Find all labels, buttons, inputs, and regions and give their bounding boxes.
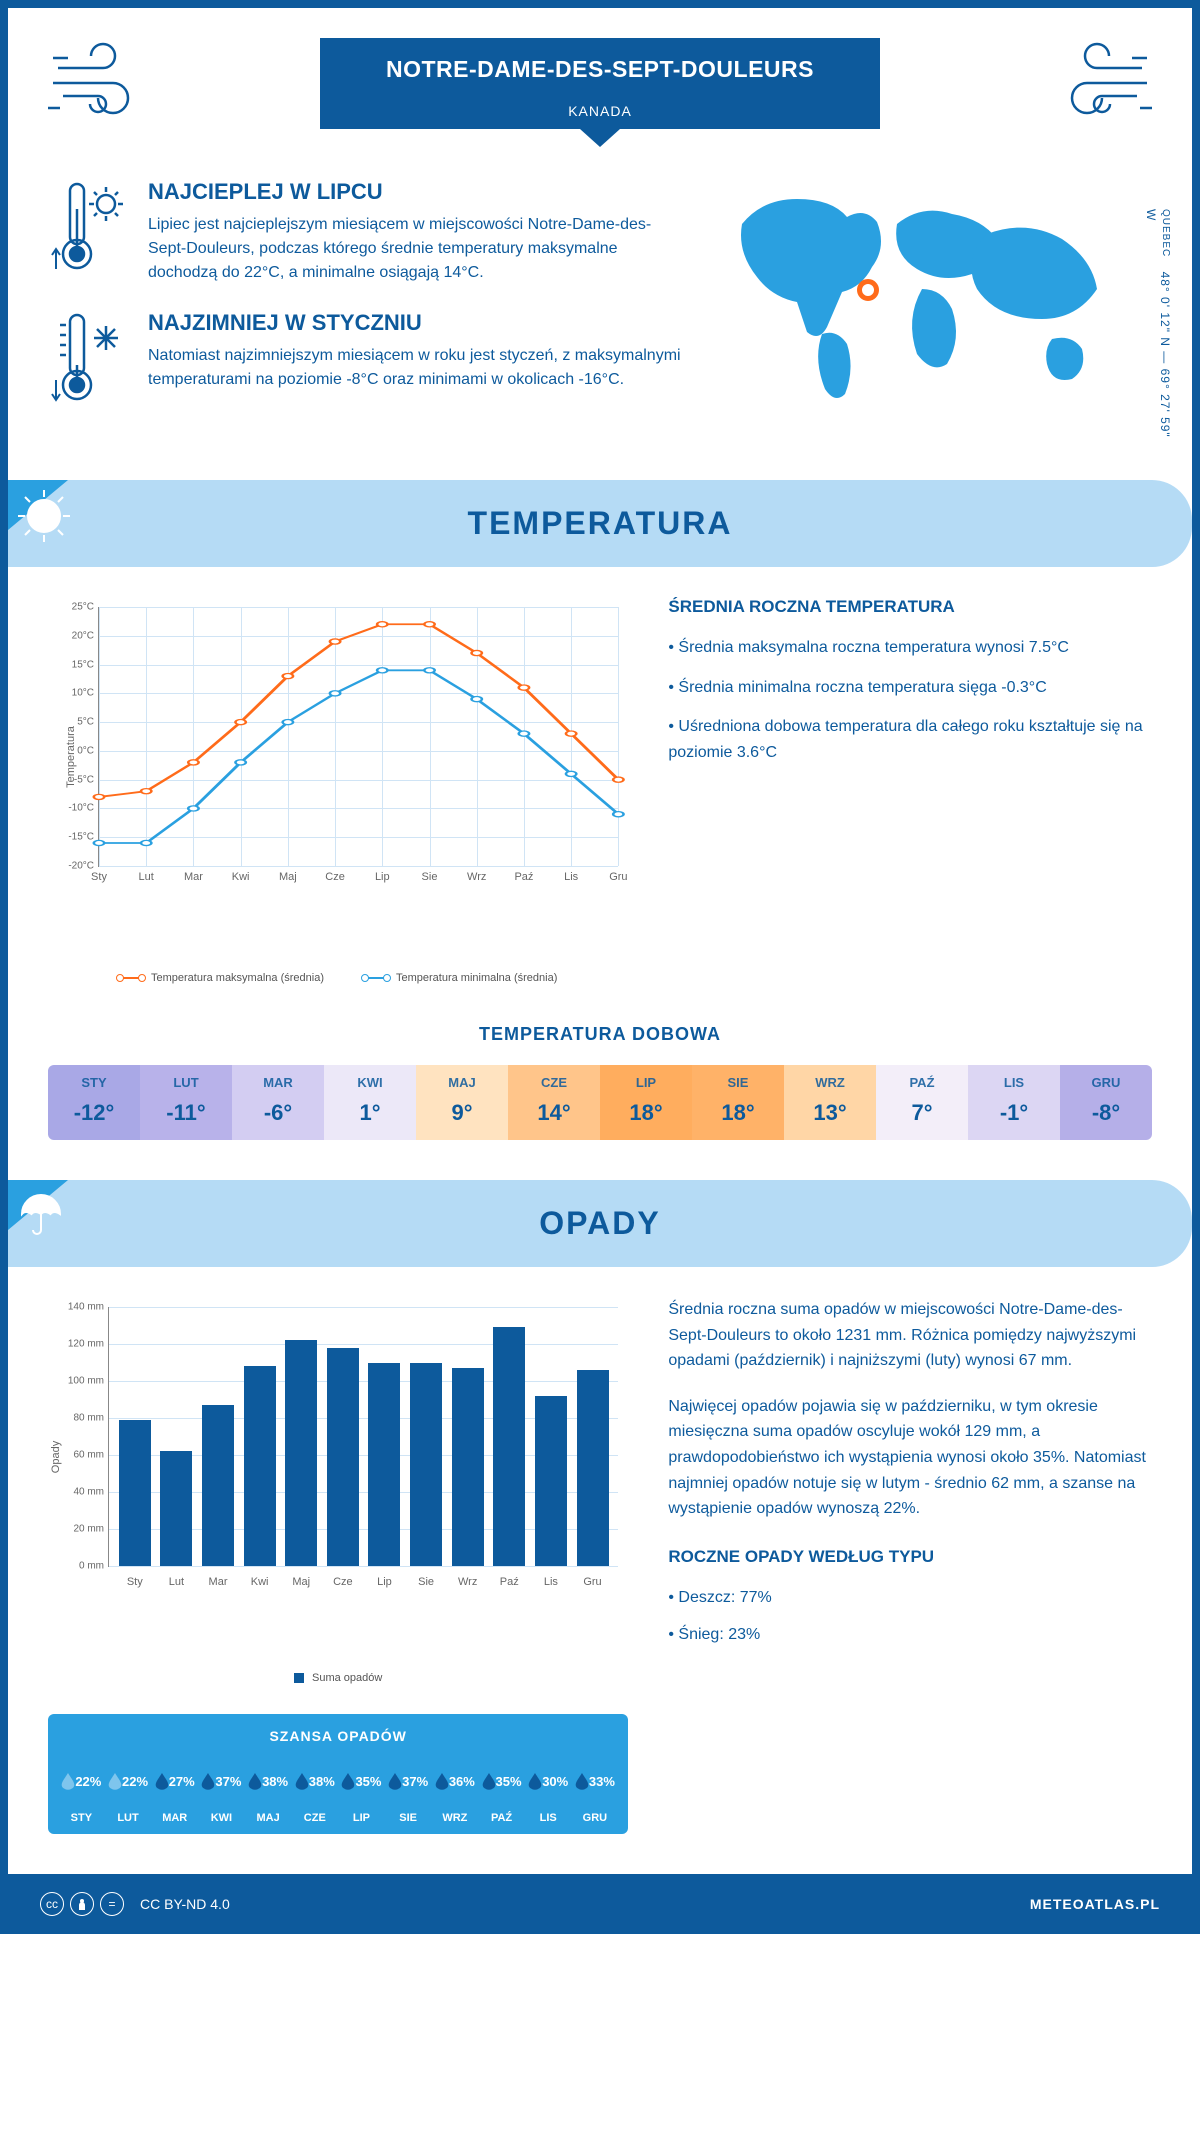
daily-temp-strip: STY-12°LUT-11°MAR-6°KWI1°MAJ9°CZE14°LIP1… xyxy=(48,1065,1152,1140)
precip-bar: Sty xyxy=(119,1420,151,1566)
precip-bar-chart: Opady 0 mm20 mm40 mm60 mm80 mm100 mm120 … xyxy=(48,1297,628,1617)
country-name: KANADA xyxy=(380,103,820,119)
sun-icon xyxy=(16,488,72,549)
precip-chance-drop: 22%LUT xyxy=(108,1756,148,1824)
precip-chance-drop: 36%WRZ xyxy=(435,1756,475,1824)
precip-bar: Lut xyxy=(160,1451,192,1566)
temperature-line-chart: Temperatura -20°C-15°C-10°C-5°C0°C5°C10°… xyxy=(48,597,628,917)
precip-chance-drop: 30%LIS xyxy=(528,1756,568,1824)
umbrella-icon xyxy=(16,1188,66,1243)
precip-chance-drop: 35%LIP xyxy=(341,1756,381,1824)
coldest-title: NAJZIMNIEJ W STYCZNIU xyxy=(148,310,682,336)
month-cell: STY-12° xyxy=(48,1065,140,1140)
warmest-text: Lipiec jest najcieplejszym miesiącem w m… xyxy=(148,213,682,285)
map-marker-icon xyxy=(857,279,879,301)
cc-license: cc = CC BY-ND 4.0 xyxy=(40,1892,230,1916)
meteoatlas-logo: METEOATLAS.PL xyxy=(1030,1896,1160,1912)
month-cell: CZE14° xyxy=(508,1065,600,1140)
temp-side-text: ŚREDNIA ROCZNA TEMPERATURA • Średnia mak… xyxy=(668,597,1152,984)
precip-chance-drop: 33%GRU xyxy=(575,1756,615,1824)
precip-chance-panel: SZANSA OPADÓW 22%STY22%LUT27%MAR37%KWI38… xyxy=(48,1714,628,1834)
precip-chance-drop: 37%SIE xyxy=(388,1756,428,1824)
precip-chance-drop: 27%MAR xyxy=(155,1756,195,1824)
wind-icon-left xyxy=(48,38,168,123)
month-cell: SIE18° xyxy=(692,1065,784,1140)
month-cell: MAJ9° xyxy=(416,1065,508,1140)
month-cell: LIP18° xyxy=(600,1065,692,1140)
city-name: NOTRE-DAME-DES-SEPT-DOULEURS xyxy=(380,56,820,83)
month-cell: LIS-1° xyxy=(968,1065,1060,1140)
precip-chance-drop: 37%KWI xyxy=(201,1756,241,1824)
precip-chance-drop: 38%CZE xyxy=(295,1756,335,1824)
precip-bar: Paź xyxy=(493,1327,525,1566)
precip-bar: Kwi xyxy=(244,1366,276,1566)
daily-temp-heading: TEMPERATURA DOBOWA xyxy=(48,1024,1152,1045)
month-cell: LUT-11° xyxy=(140,1065,232,1140)
precip-chance-drop: 38%MAJ xyxy=(248,1756,288,1824)
precip-bar: Lis xyxy=(535,1396,567,1566)
coldest-block: NAJZIMNIEJ W STYCZNIU Natomiast najzimni… xyxy=(48,310,682,415)
precip-legend: Suma opadów xyxy=(48,1672,628,1684)
temp-legend: Temperatura maksymalna (średnia) Tempera… xyxy=(48,972,628,984)
month-cell: PAŹ7° xyxy=(876,1065,968,1140)
cc-icon: cc xyxy=(40,1892,64,1916)
precip-bar: Gru xyxy=(577,1370,609,1566)
temperature-banner: TEMPERATURA xyxy=(8,480,1192,567)
precip-bar: Lip xyxy=(368,1363,400,1567)
coordinates: QUEBEC 48° 0' 12" N — 69° 27' 59" W xyxy=(1144,209,1172,440)
precip-banner: OPADY xyxy=(8,1180,1192,1267)
title-ribbon: NOTRE-DAME-DES-SEPT-DOULEURS KANADA xyxy=(320,38,880,129)
precip-side-text: Średnia roczna suma opadów w miejscowośc… xyxy=(668,1297,1152,1834)
nd-icon: = xyxy=(100,1892,124,1916)
thermometer-hot-icon xyxy=(48,179,128,285)
world-map: QUEBEC 48° 0' 12" N — 69° 27' 59" W xyxy=(712,179,1152,440)
warmest-title: NAJCIEPLEJ W LIPCU xyxy=(148,179,682,205)
precip-chance-drop: 35%PAŹ xyxy=(482,1756,522,1824)
thermometer-cold-icon xyxy=(48,310,128,415)
month-cell: GRU-8° xyxy=(1060,1065,1152,1140)
warmest-block: NAJCIEPLEJ W LIPCU Lipiec jest najcieple… xyxy=(48,179,682,285)
coldest-text: Natomiast najzimniejszym miesiącem w rok… xyxy=(148,344,682,392)
by-icon xyxy=(70,1892,94,1916)
precip-bar: Mar xyxy=(202,1405,234,1566)
month-cell: MAR-6° xyxy=(232,1065,324,1140)
precip-bar: Maj xyxy=(285,1340,317,1566)
wind-icon-right xyxy=(1032,38,1152,123)
precip-bar: Cze xyxy=(327,1348,359,1566)
footer: cc = CC BY-ND 4.0 METEOATLAS.PL xyxy=(0,1874,1200,1934)
precip-bar: Wrz xyxy=(452,1368,484,1566)
precip-bar: Sie xyxy=(410,1363,442,1567)
header: NOTRE-DAME-DES-SEPT-DOULEURS KANADA xyxy=(48,8,1152,129)
precip-chance-drop: 22%STY xyxy=(61,1756,101,1824)
month-cell: WRZ13° xyxy=(784,1065,876,1140)
intro-section: NAJCIEPLEJ W LIPCU Lipiec jest najcieple… xyxy=(48,179,1152,440)
month-cell: KWI1° xyxy=(324,1065,416,1140)
